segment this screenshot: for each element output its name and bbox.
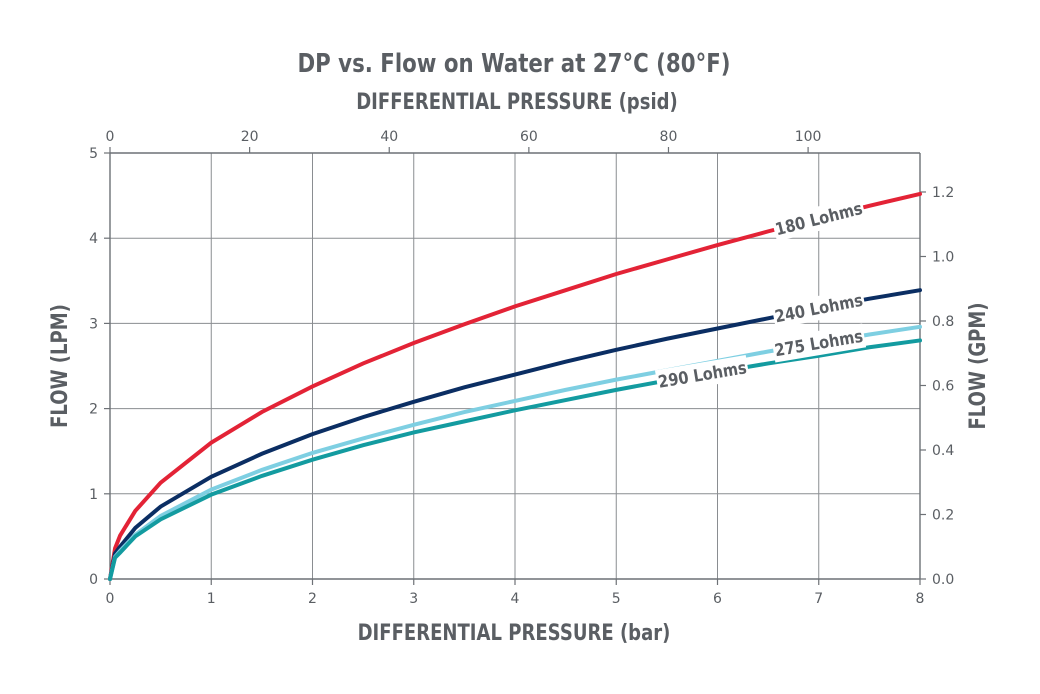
x-tick-label: 4 bbox=[511, 591, 520, 607]
y-tick-label: 3 bbox=[89, 316, 98, 332]
series-label-bg bbox=[771, 287, 867, 329]
series-label-group: 290 Lohms bbox=[654, 355, 750, 394]
top-tick-label: 0 bbox=[106, 129, 115, 145]
y-axis-title: FLOW (LPM) bbox=[46, 304, 72, 428]
series-group bbox=[108, 191, 922, 581]
x-tick-label: 1 bbox=[207, 591, 216, 607]
y2-tick-label: 0.2 bbox=[932, 507, 954, 523]
x-axis-title: DIFFERENTIAL PRESSURE (bar) bbox=[358, 619, 671, 645]
x-tick-label: 2 bbox=[308, 591, 317, 607]
top-tick-label: 60 bbox=[520, 129, 538, 145]
top-tick-label: 20 bbox=[241, 129, 259, 145]
y-tick-label: 5 bbox=[89, 146, 98, 162]
series-line bbox=[108, 288, 922, 581]
y2-tick-label: 0.0 bbox=[932, 572, 954, 588]
top-tick-label: 100 bbox=[795, 129, 822, 145]
x-tick-label: 6 bbox=[713, 591, 722, 607]
y-tick-label: 4 bbox=[89, 231, 98, 247]
top-tick-label: 80 bbox=[660, 129, 678, 145]
top-axis-title: DIFFERENTIAL PRESSURE (psid) bbox=[356, 88, 678, 114]
series-label-bg bbox=[654, 355, 750, 394]
x-tick-label: 8 bbox=[916, 591, 925, 607]
x-tick-label: 3 bbox=[409, 591, 418, 607]
y-tick-label: 1 bbox=[89, 487, 98, 503]
top-tick-label: 40 bbox=[380, 129, 398, 145]
y-tick-label: 2 bbox=[89, 402, 98, 418]
y2-tick-label: 0.4 bbox=[932, 443, 954, 459]
y2-tick-label: 1.0 bbox=[932, 249, 954, 265]
y2-tick-label: 1.2 bbox=[932, 185, 954, 201]
axis-ticks: 0 1 2 3 4 5 6 7 80 20 40 60 80 1000123450.00.20.40.60… bbox=[89, 129, 954, 607]
x-tick-label: 0 bbox=[106, 591, 115, 607]
series-label-bg bbox=[771, 323, 867, 363]
y2-tick-label: 0.6 bbox=[932, 378, 954, 394]
chart-title: DP vs. Flow on Water at 27°C (80°F) bbox=[297, 48, 730, 79]
y2-tick-label: 0.8 bbox=[932, 314, 954, 330]
y-tick-label: 0 bbox=[89, 572, 98, 588]
series-label-bg bbox=[771, 195, 867, 242]
y2-axis-title: FLOW (GPM) bbox=[964, 302, 990, 429]
series-line bbox=[108, 191, 922, 581]
x-tick-label: 5 bbox=[612, 591, 621, 607]
series-line bbox=[108, 338, 922, 581]
x-tick-label: 7 bbox=[814, 591, 823, 607]
